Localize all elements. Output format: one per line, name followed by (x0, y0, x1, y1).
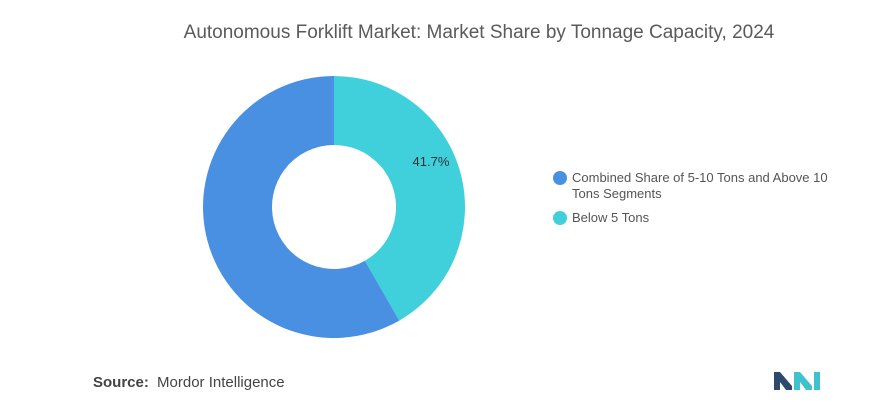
legend-swatch (553, 171, 567, 185)
donut-slice-below-5-tons (334, 76, 465, 321)
legend-label: Below 5 Tons (572, 210, 650, 225)
data-label: 41.7% (413, 154, 450, 169)
source-label: Source: (93, 374, 149, 391)
source-note: Source: Mordor Intelligence (93, 374, 285, 391)
legend-item-combined-5-10-above-10-tons: Combined Share of 5-10 Tons and Above 10… (553, 170, 843, 202)
legend-item-below-5-tons: Below 5 Tons (553, 210, 843, 226)
legend-swatch (553, 211, 567, 225)
source-value: Mordor Intelligence (157, 374, 285, 391)
chart-title: Autonomous Forklift Market: Market Share… (183, 22, 775, 43)
legend-label: Combined Share of 5-10 Tons and Above 10… (572, 170, 828, 201)
legend: Combined Share of 5-10 Tons and Above 10… (553, 170, 843, 234)
donut-slice-combined-5-10-above-10-tons (202, 76, 400, 338)
mordor-intelligence-logo-icon (774, 372, 820, 390)
